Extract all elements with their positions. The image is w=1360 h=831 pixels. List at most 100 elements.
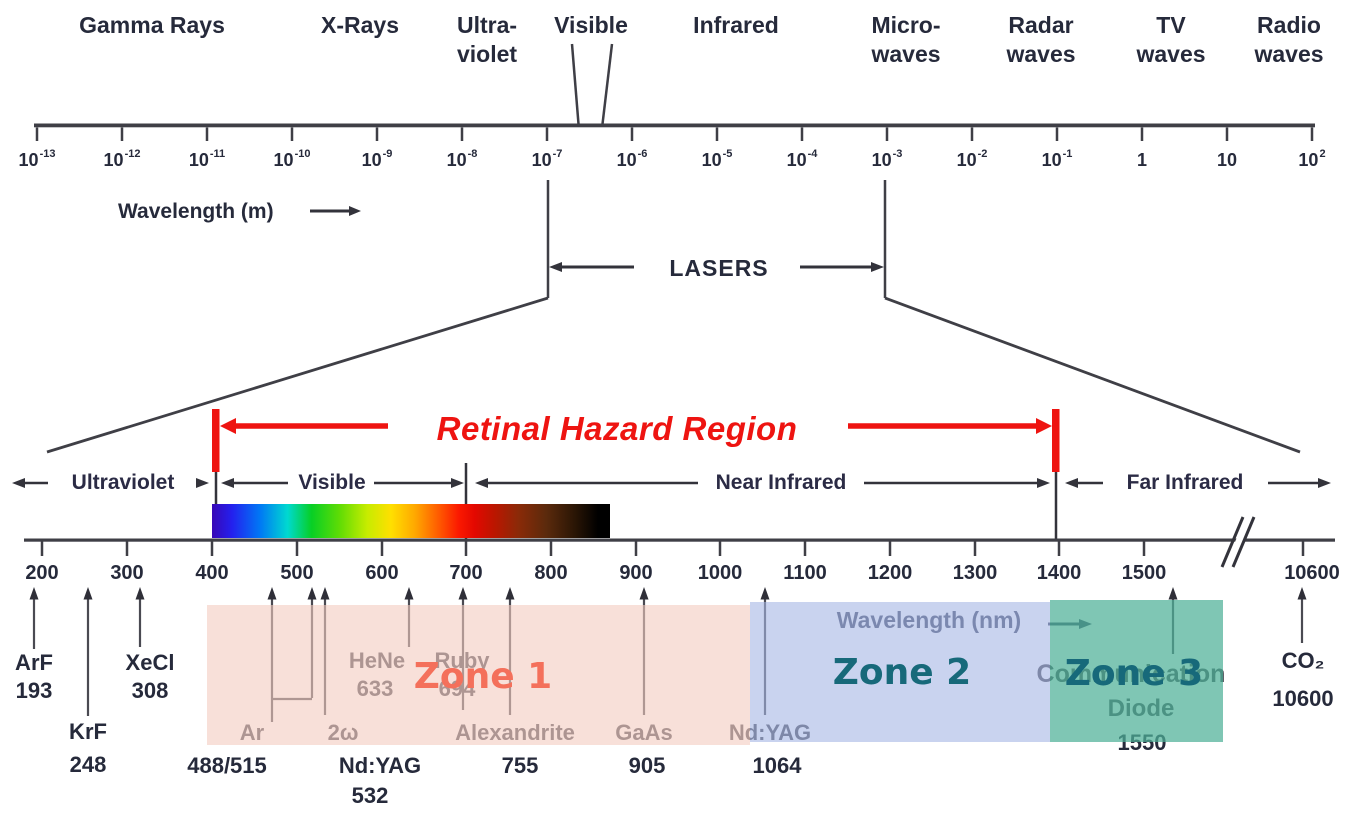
wavelength-exponent-label: 10-10	[273, 148, 311, 170]
spectrum-band-label: Radar waves	[1006, 12, 1076, 67]
fir-arrow-left-head	[1065, 478, 1078, 488]
laser-arrow-head	[505, 587, 515, 600]
nm-tick-label: 1500	[1121, 562, 1167, 584]
hazard-arrow-left-head	[220, 418, 236, 434]
nm-tick-label: 1000	[697, 562, 743, 584]
axis-break-slash-1	[1220, 516, 1245, 568]
nm-tick-label: 200	[25, 562, 59, 584]
wavelength-exponent-label: 10-8	[446, 148, 478, 170]
laser-arrow-head	[29, 587, 39, 600]
nm-tick-label: 800	[534, 562, 568, 584]
zone-title-1: Zone 1	[413, 656, 553, 697]
zone-title-2: Zone 2	[832, 652, 972, 693]
wavelength-exponent-label: 10-5	[701, 148, 733, 170]
laser-label-ndyag-2w: 532	[351, 783, 389, 808]
laser-label-arf: 193	[15, 678, 53, 703]
laser-arrow-head	[760, 587, 770, 600]
wavelength-exponent-label: 10-13	[18, 148, 56, 170]
laser-label-krf: KrF	[69, 719, 107, 744]
axis-break-gap	[1224, 516, 1254, 568]
zone-overlay-1	[207, 605, 750, 745]
visible-arrow-left-head	[221, 478, 234, 488]
spectrum-band-label: Infrared	[693, 12, 779, 38]
zone-title-3: Zone 3	[1064, 653, 1204, 694]
wavelength-exponent-label: 10-1	[1041, 148, 1073, 170]
laser-arrow-head	[267, 587, 277, 600]
top-axis	[34, 123, 1315, 128]
laser-label-xecl: 308	[131, 678, 169, 703]
expansion-diagonal-right	[884, 296, 1301, 454]
spectrum-band-label: Gamma Rays	[79, 12, 225, 38]
laser-label-gaas: 905	[628, 753, 666, 778]
laser-arrow-head	[135, 587, 145, 600]
laser-arrow-head	[1297, 587, 1307, 600]
spectrum-band-label: TV waves	[1136, 12, 1206, 67]
spectrum-band-label: Visible	[554, 12, 628, 38]
laser-label-xecl: XeCl	[125, 650, 175, 675]
wavelength-exponent-label: 10-7	[531, 148, 563, 170]
laser-label-co2: CO₂	[1281, 648, 1325, 673]
wavelength-exponent-label: 10-2	[956, 148, 988, 170]
spectrum-band-label: Ultra- violet	[456, 12, 518, 67]
lasers-arrow-right-head	[871, 262, 884, 272]
spectrum-band-label: Radio waves	[1254, 12, 1324, 67]
hazard-bar-400	[212, 409, 220, 472]
hazard-arrow-right-head	[1036, 418, 1052, 434]
zone-overlay-2	[750, 602, 1050, 742]
region-label: Near Infrared	[715, 471, 847, 494]
zone-overlay-3	[1050, 600, 1223, 742]
visible-funnel-left	[570, 43, 580, 125]
laser-label-ndyag-2w: Nd:YAG	[338, 753, 422, 778]
wavelength-exponent-label: 10	[1216, 150, 1238, 170]
region-label: Visible	[298, 471, 366, 494]
laser-arrow-head	[458, 587, 468, 600]
visible-spectrum-bar	[212, 504, 610, 538]
laser-arrow-head	[307, 587, 317, 600]
laser-label-ar: 488/515	[187, 753, 267, 778]
laser-arrow-head	[404, 587, 414, 600]
nir-arrow-right-head	[1037, 478, 1050, 488]
nir-arrow-left-head	[475, 478, 488, 488]
wavelength-exponent-label: 10-4	[786, 148, 818, 170]
wavelength-m-arrow-head	[349, 206, 361, 216]
nm-tick-label: 500	[280, 562, 314, 584]
nm-tick-label: 900	[619, 562, 653, 584]
visible-arrow-right-head	[451, 478, 464, 488]
laser-label-alexandrite: 755	[501, 753, 539, 778]
uv-arrow-left-head	[12, 478, 25, 488]
wavelength-exponent-label: 10-12	[103, 148, 141, 170]
spectrum-band-label: X-Rays	[321, 12, 399, 38]
wavelength-exponent-label: 10-3	[871, 148, 903, 170]
nm-tick-label: 600	[365, 562, 399, 584]
fir-arrow-right-head	[1318, 478, 1331, 488]
spectrum-band-label: Micro- waves	[871, 12, 941, 67]
laser-arrow-head	[83, 587, 93, 600]
region-label: Ultraviolet	[71, 471, 175, 494]
nm-tick-label: 300	[110, 562, 144, 584]
laser-arrow-head	[1168, 587, 1178, 600]
hazard-bar-1400	[1052, 409, 1060, 472]
laser-arrow-head	[639, 587, 649, 600]
wavelength-m-label: Wavelength (m)	[118, 200, 274, 223]
laser-label-ndyag: 1064	[752, 753, 802, 778]
wavelength-exponent-label: 10-9	[361, 148, 393, 170]
nm-tick-label: 1200	[867, 562, 913, 584]
nm-tick-label: 1300	[952, 562, 998, 584]
uv-arrow-right-head	[196, 478, 209, 488]
axis-break-slash-2	[1231, 516, 1256, 568]
laser-label-krf: 248	[69, 752, 107, 777]
wavelength-exponent-label: 1	[1136, 150, 1148, 170]
region-label: Far Infrared	[1126, 471, 1244, 494]
nm-axis	[24, 538, 1335, 542]
nm-tick-label: 1100	[783, 562, 827, 584]
retinal-hazard-region-label: Retinal Hazard Region	[436, 410, 798, 447]
visible-funnel-right	[601, 43, 614, 125]
nm-tick-label: 10600	[1284, 562, 1340, 584]
lasers-label: LASERS	[669, 255, 769, 281]
nm-tick-label: 700	[449, 562, 483, 584]
nm-tick-label: 400	[195, 562, 229, 584]
laser-arrow-head	[320, 587, 330, 600]
laser-label-co2: 10600	[1272, 686, 1334, 711]
wavelength-exponent-label: 10-6	[616, 148, 648, 170]
